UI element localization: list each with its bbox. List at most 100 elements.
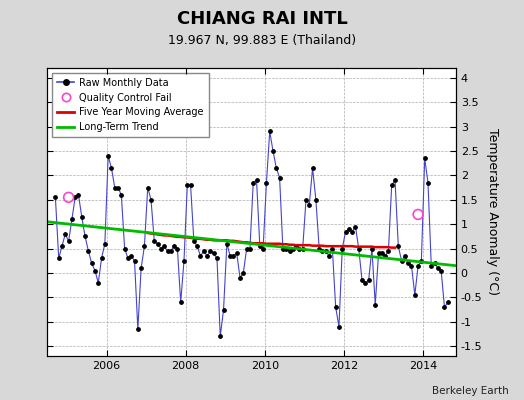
Y-axis label: Temperature Anomaly (°C): Temperature Anomaly (°C) <box>486 128 499 296</box>
Point <box>177 299 185 306</box>
Point <box>404 260 412 266</box>
Point <box>150 238 158 244</box>
Point <box>170 243 178 249</box>
Legend: Raw Monthly Data, Quality Control Fail, Five Year Moving Average, Long-Term Tren: Raw Monthly Data, Quality Control Fail, … <box>52 73 209 137</box>
Point <box>401 253 409 259</box>
Point <box>213 255 221 262</box>
Point <box>358 277 366 284</box>
Point <box>368 246 376 252</box>
Point <box>282 246 290 252</box>
Point <box>332 304 340 310</box>
Point <box>160 243 168 249</box>
Point <box>210 250 218 257</box>
Point <box>107 165 116 171</box>
Point <box>279 246 287 252</box>
Point <box>61 231 70 237</box>
Point <box>246 246 254 252</box>
Point <box>276 175 284 181</box>
Point <box>427 262 435 269</box>
Point <box>236 275 244 281</box>
Point <box>345 226 353 232</box>
Point <box>81 233 89 240</box>
Point <box>407 262 416 269</box>
Point <box>318 248 326 254</box>
Point <box>351 224 359 230</box>
Point <box>325 253 333 259</box>
Point <box>193 243 201 249</box>
Point <box>124 255 132 262</box>
Point <box>292 243 300 249</box>
Point <box>394 243 402 249</box>
Text: Berkeley Earth: Berkeley Earth <box>432 386 508 396</box>
Point <box>341 228 350 235</box>
Point <box>117 192 126 198</box>
Point <box>206 248 214 254</box>
Point <box>216 333 224 340</box>
Point <box>384 248 392 254</box>
Point <box>348 228 356 235</box>
Point <box>305 202 313 208</box>
Point <box>220 306 228 313</box>
Point <box>312 196 320 203</box>
Point <box>322 248 330 254</box>
Point <box>338 246 346 252</box>
Point <box>68 216 76 222</box>
Point <box>144 184 152 191</box>
Point <box>226 253 234 259</box>
Point <box>239 270 247 276</box>
Point <box>266 128 274 135</box>
Point <box>127 253 135 259</box>
Point <box>440 304 449 310</box>
Point <box>229 253 237 259</box>
Point <box>424 180 432 186</box>
Point <box>378 250 386 257</box>
Point <box>84 248 93 254</box>
Point <box>137 265 145 271</box>
Point <box>299 246 307 252</box>
Point <box>200 248 208 254</box>
Point <box>130 258 139 264</box>
Point <box>397 258 406 264</box>
Point <box>157 246 165 252</box>
Point <box>183 182 191 188</box>
Point <box>269 148 277 154</box>
Point <box>411 292 419 298</box>
Point <box>140 243 149 249</box>
Point <box>91 267 99 274</box>
Point <box>78 214 86 220</box>
Point <box>97 255 106 262</box>
Point <box>233 250 241 257</box>
Point <box>94 280 103 286</box>
Point <box>259 246 267 252</box>
Point <box>173 246 182 252</box>
Point <box>430 260 439 266</box>
Point <box>374 250 383 257</box>
Point <box>371 302 379 308</box>
Point <box>295 246 303 252</box>
Text: CHIANG RAI INTL: CHIANG RAI INTL <box>177 10 347 28</box>
Point <box>190 238 198 244</box>
Point <box>256 243 264 249</box>
Point <box>388 182 396 188</box>
Point <box>414 211 422 218</box>
Point <box>88 260 96 266</box>
Point <box>302 196 310 203</box>
Point <box>335 324 343 330</box>
Text: 19.967 N, 99.883 E (Thailand): 19.967 N, 99.883 E (Thailand) <box>168 34 356 47</box>
Point <box>101 240 109 247</box>
Point <box>111 184 119 191</box>
Point <box>163 248 172 254</box>
Point <box>180 258 188 264</box>
Point <box>167 248 175 254</box>
Point <box>361 280 369 286</box>
Point <box>272 165 280 171</box>
Point <box>444 299 452 306</box>
Point <box>391 177 399 184</box>
Point <box>243 246 251 252</box>
Point <box>51 194 60 200</box>
Point <box>381 253 389 259</box>
Point <box>289 246 297 252</box>
Point <box>54 255 63 262</box>
Point <box>114 184 122 191</box>
Point <box>434 265 442 271</box>
